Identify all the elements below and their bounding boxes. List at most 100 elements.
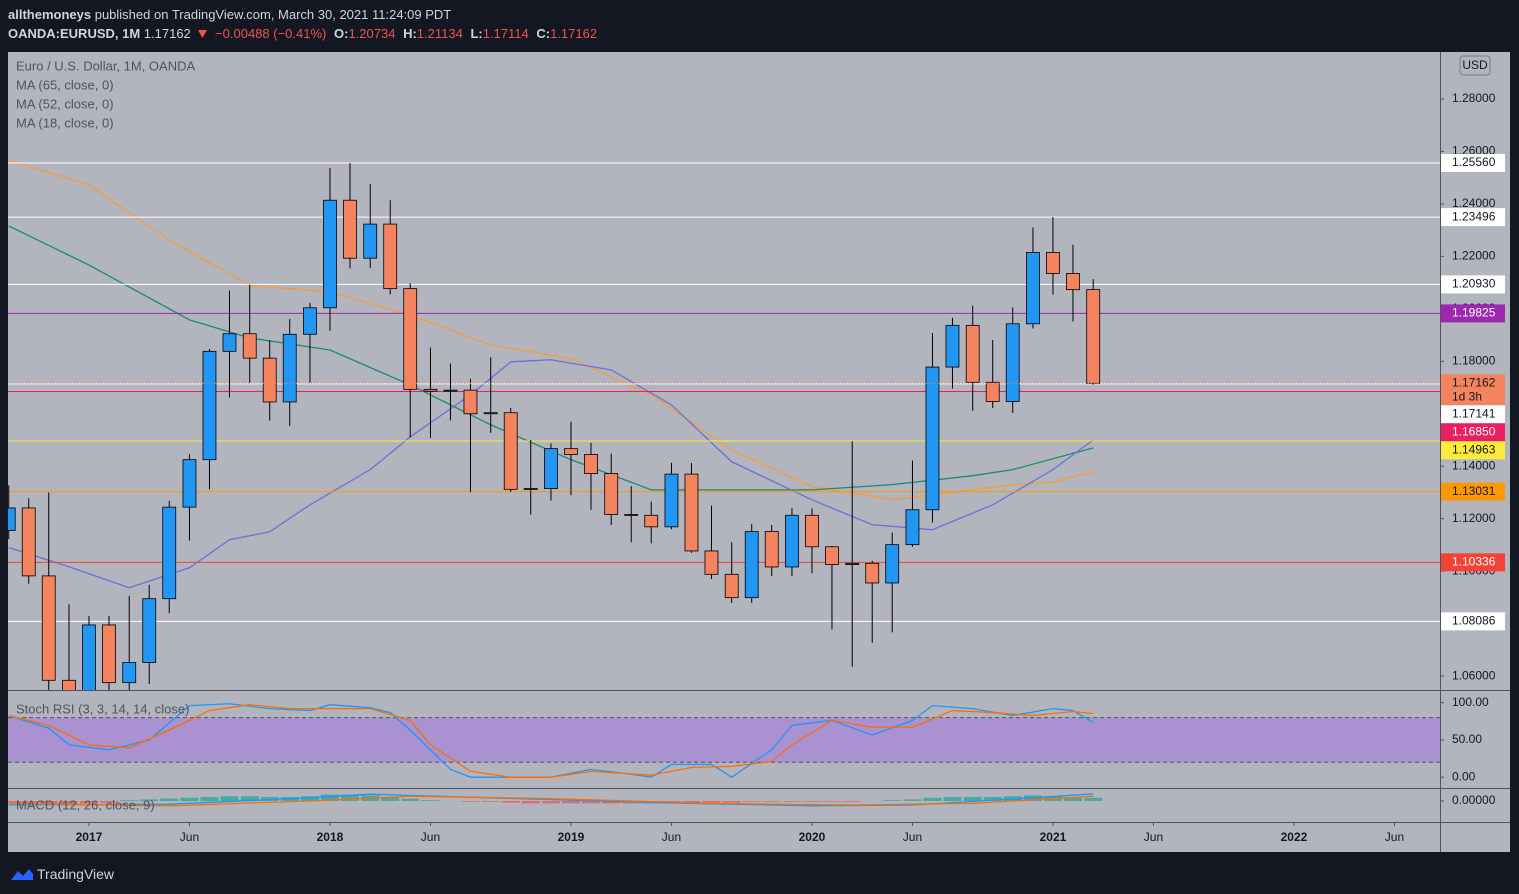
candle-body <box>845 562 860 566</box>
macd-histogram-bar <box>883 800 902 801</box>
level-label-bg <box>1441 275 1505 294</box>
level-label: 1.25560 <box>1452 155 1496 169</box>
macd-histogram-bar <box>521 801 540 804</box>
macd-histogram-bar <box>722 801 741 803</box>
macd-histogram-bar <box>682 801 701 803</box>
macd-histogram-bar <box>140 799 159 801</box>
candle-body <box>162 506 177 600</box>
currency-label[interactable]: USD <box>1462 58 1488 72</box>
macd-histogram-bar <box>220 796 239 801</box>
x-tick-label: Jun <box>1385 830 1404 844</box>
axes: 1.060001.080001.100001.120001.140001.160… <box>76 91 1505 844</box>
candle-body <box>423 388 438 392</box>
macd-histogram-bar <box>963 797 982 801</box>
candle-body <box>41 575 56 681</box>
macd-histogram-bar <box>782 801 801 802</box>
macd-histogram-bar <box>943 797 962 801</box>
candle-body <box>282 333 297 403</box>
candle-body <box>965 324 980 383</box>
author[interactable]: allthemoneys <box>8 7 92 22</box>
candle-body <box>624 514 639 516</box>
macd-histogram-bar <box>923 797 942 801</box>
candle-body <box>503 412 518 490</box>
y-tick-label: 1.12000 <box>1452 511 1496 525</box>
macd-histogram-bar <box>421 800 440 801</box>
candle-body <box>604 473 619 515</box>
symbol[interactable]: OANDA:EURUSD, 1M <box>8 26 141 41</box>
legend-item: MA (18, close, 0) <box>16 115 114 130</box>
legend-item: MA (52, close, 0) <box>16 96 114 111</box>
candle-body <box>21 507 36 577</box>
ohlc-value: 1.17162 <box>550 26 598 41</box>
currency-badge[interactable] <box>1459 55 1491 76</box>
y-tick-label: 0.00 <box>1452 769 1476 783</box>
level-label: 1.23496 <box>1452 209 1496 223</box>
last-price-label: 1.17162 <box>1452 375 1496 389</box>
x-tick-label: Jun <box>421 830 440 844</box>
candle-body <box>885 544 900 584</box>
candle-body <box>82 624 96 690</box>
y-tick-label: 1.24000 <box>1452 196 1496 210</box>
candle-body <box>262 357 277 403</box>
header: allthemoneys published on TradingView.co… <box>0 0 1519 50</box>
candle-body <box>403 288 418 390</box>
stoch-rsi-line <box>8 704 1094 778</box>
band <box>8 717 1440 763</box>
candle-body <box>564 448 578 455</box>
macd-histogram-bar <box>983 797 1002 801</box>
level-label-bg <box>1441 553 1505 572</box>
candle-body <box>1066 273 1080 291</box>
macd-histogram-bar <box>200 797 219 801</box>
level-label-bg <box>1441 405 1505 424</box>
ohlc-label: O: <box>333 26 349 41</box>
macd-line <box>8 793 1094 807</box>
candle-body <box>182 459 197 508</box>
level-label-bg <box>1441 304 1505 323</box>
x-tick-label: 2017 <box>76 830 103 844</box>
candle-body <box>242 333 257 359</box>
quote-line: OANDA:EURUSD, 1M 1.17162 −0.00488 (−0.41… <box>8 26 601 41</box>
macd-histogram-bar <box>99 801 118 803</box>
macd-histogram-bar <box>461 801 480 802</box>
ohlc-label: L: <box>470 26 483 41</box>
level-label-bg <box>1441 208 1505 227</box>
macd-pane <box>8 793 1103 807</box>
candle-body <box>945 324 960 368</box>
macd-histogram-bar <box>320 794 339 801</box>
candle-body <box>764 531 779 568</box>
macd-histogram-bar <box>802 801 821 802</box>
x-tick-label: 2022 <box>1281 830 1308 844</box>
candle-body <box>684 473 699 552</box>
macd-histogram-bar <box>581 801 600 804</box>
x-tick-label: 2021 <box>1040 830 1067 844</box>
macd-histogram-bar <box>1063 797 1082 801</box>
y-tick-label: 100.00 <box>1452 695 1489 709</box>
x-tick-label: Jun <box>1144 830 1163 844</box>
candle-body <box>122 662 137 684</box>
macd-histogram-bar <box>240 796 259 801</box>
candle-body <box>222 333 237 352</box>
candle-body <box>343 199 357 259</box>
level-label-bg <box>1441 612 1505 631</box>
candle-body <box>925 366 940 511</box>
candle-body <box>1046 252 1060 274</box>
macd-histogram-bar <box>822 801 841 802</box>
level-label: 1.20930 <box>1452 277 1496 291</box>
ohlc-label: H: <box>403 26 417 41</box>
candle-body <box>865 562 880 584</box>
publish-line: allthemoneys published on TradingView.co… <box>8 7 455 22</box>
candle-body <box>785 514 799 568</box>
x-tick-label: Jun <box>180 830 199 844</box>
level-label-bg <box>1441 482 1505 501</box>
macd-histogram-bar <box>300 796 319 801</box>
candle-body <box>303 307 317 335</box>
price-pane <box>8 159 1440 690</box>
candle-body <box>62 679 76 690</box>
candle-body <box>724 573 739 599</box>
brand[interactable]: TradingView <box>37 866 115 882</box>
logo[interactable] <box>10 866 34 882</box>
macd-histogram-bar <box>541 801 560 804</box>
candle-body <box>744 531 759 599</box>
macd-histogram-bar <box>501 801 520 803</box>
